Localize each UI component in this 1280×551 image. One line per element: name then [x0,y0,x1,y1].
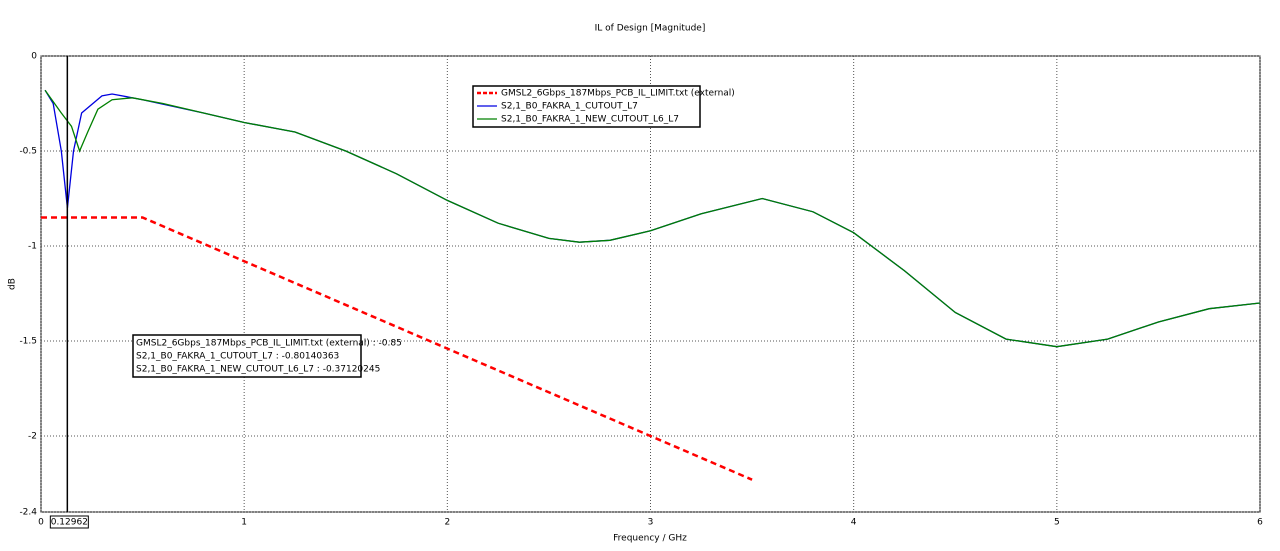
x-tick-label: 4 [851,518,857,528]
y-tick-label: -0.5 [19,147,37,157]
legend-label: S2,1_B0_FAKRA_1_CUTOUT_L7 [501,102,638,112]
x-tick-label: 1 [241,518,247,528]
marker-label: 0.12962 [51,518,88,528]
y-tick-label: -2 [28,432,37,442]
y-tick-label: -1.5 [19,337,37,347]
chart-title: IL of Design [Magnitude] [595,24,706,34]
series-line [44,89,1261,348]
x-tick-label: 3 [648,518,654,528]
x-tick-label: 5 [1054,518,1060,528]
legend-label: S2,1_B0_FAKRA_1_NEW_CUTOUT_L6_L7 [501,115,679,125]
marker-readout: GMSL2_6Gbps_187Mbps_PCB_IL_LIMIT.txt (ex… [136,339,402,349]
marker-readout: S2,1_B0_FAKRA_1_NEW_CUTOUT_L6_L7 : -0.37… [136,365,380,375]
marker-readout-box [132,334,362,378]
y-tick-label: 0 [31,52,37,62]
y-tick-label: -2.4 [19,508,37,518]
marker-label-box [49,515,89,529]
x-axis-label: Frequency / GHz [613,534,687,544]
x-tick-label: 2 [444,518,450,528]
series-line [41,216,753,481]
legend-box [472,85,701,128]
x-tick-label: 6 [1257,518,1263,528]
x-tick-label: 0 [38,518,44,528]
y-tick-label: -1 [28,242,37,252]
legend-label: GMSL2_6Gbps_187Mbps_PCB_IL_LIMIT.txt (ex… [501,89,735,99]
marker-readout: S2,1_B0_FAKRA_1_CUTOUT_L7 : -0.80140363 [136,352,339,362]
y-axis-label: dB [8,278,18,290]
